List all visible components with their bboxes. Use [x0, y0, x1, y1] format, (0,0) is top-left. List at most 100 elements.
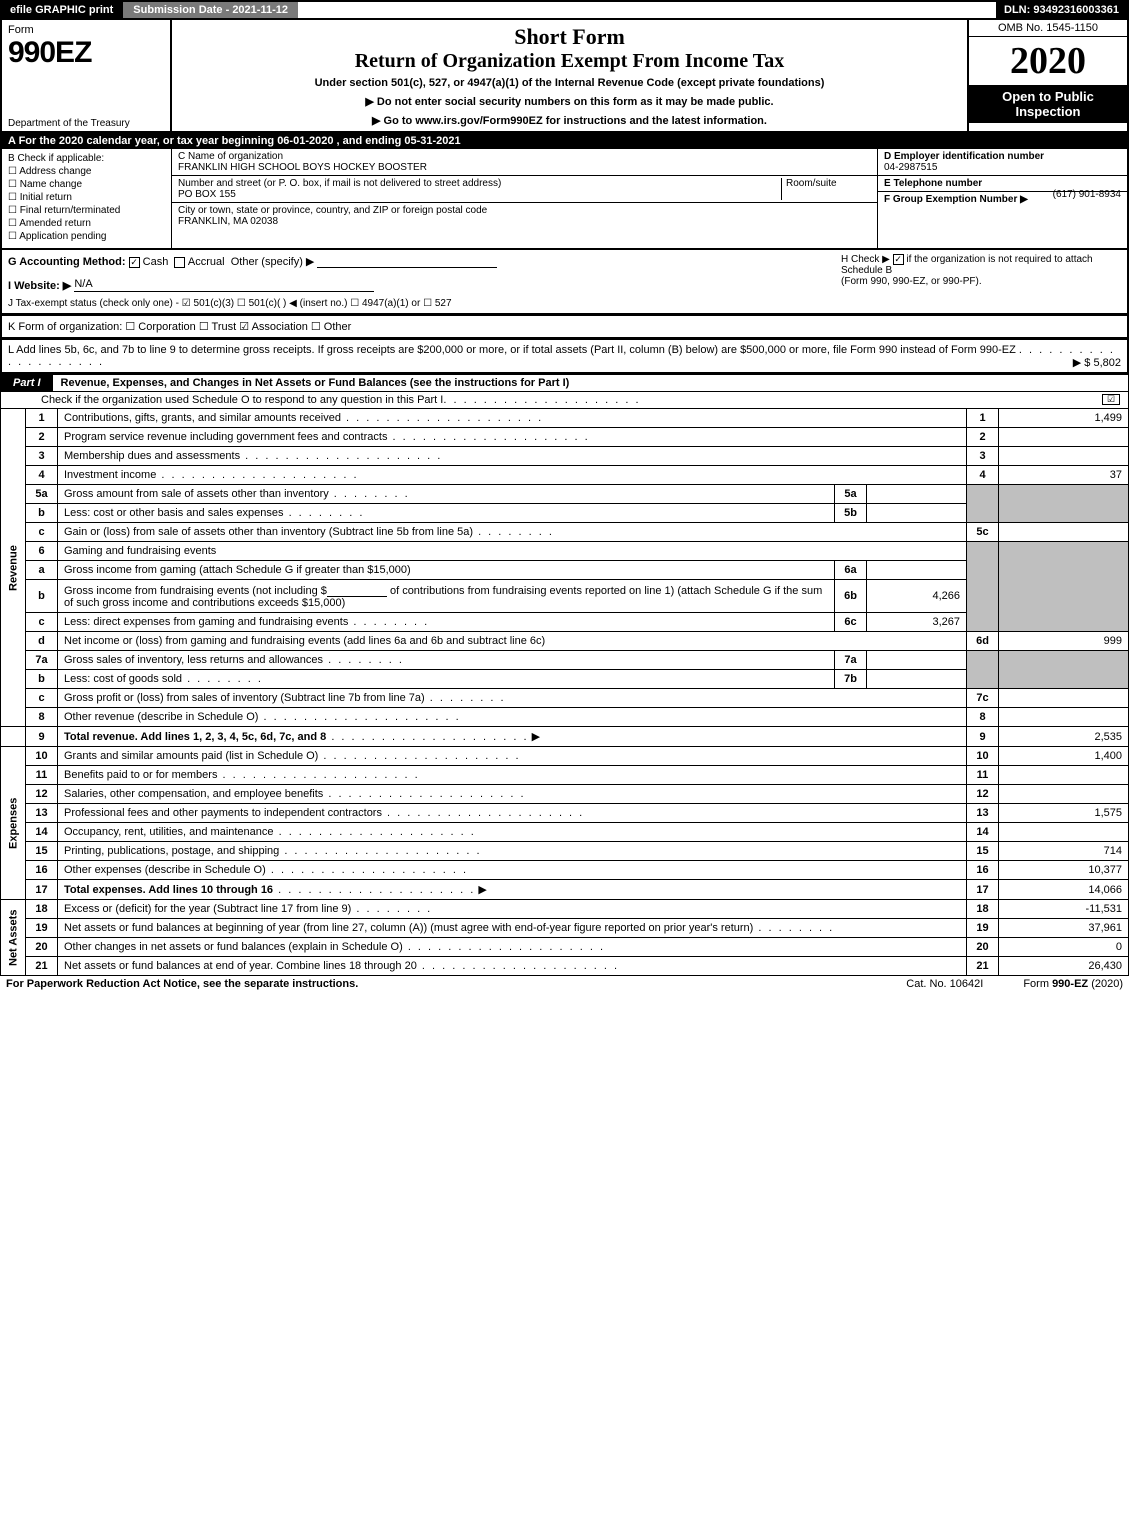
line-21-num: 21: [26, 957, 58, 976]
chk-initial-return[interactable]: ☐ Initial return: [8, 192, 165, 203]
line-16-value: 10,377: [999, 861, 1129, 880]
line-19-num: 19: [26, 919, 58, 938]
line-17-text: Total expenses. Add lines 10 through 16: [64, 884, 273, 896]
part1-table: Revenue 1 Contributions, gifts, grants, …: [0, 408, 1129, 976]
line-7b-ival: [867, 670, 967, 689]
tax-year: 2020: [969, 37, 1127, 85]
chk-accrual[interactable]: [174, 257, 185, 268]
website-value: N/A: [74, 278, 374, 292]
line-9-rnum: 9: [967, 727, 999, 747]
line-11-value: [999, 766, 1129, 785]
line-18-value: -11,531: [999, 900, 1129, 919]
line-17: 17 Total expenses. Add lines 10 through …: [1, 880, 1129, 900]
line-6a-num: a: [26, 561, 58, 580]
chk-cash[interactable]: ✓: [129, 257, 140, 268]
line-15-rnum: 15: [967, 842, 999, 861]
line-17-rnum: 17: [967, 880, 999, 900]
other-specify-label: Other (specify) ▶: [231, 256, 315, 268]
department-label: Department of the Treasury: [8, 118, 130, 129]
line-8-num: 8: [26, 708, 58, 727]
ein-value: 04-2987515: [884, 162, 937, 173]
efile-print-button[interactable]: efile GRAPHIC print: [2, 2, 121, 18]
line-7b-inum: 7b: [835, 670, 867, 689]
line-5a-text: Gross amount from sale of assets other t…: [64, 488, 329, 500]
line-8: 8 Other revenue (describe in Schedule O)…: [1, 708, 1129, 727]
shaded-cell: [999, 651, 1129, 689]
chk-final-return[interactable]: ☐ Final return/terminated: [8, 205, 165, 216]
dots: [217, 769, 419, 781]
goto-link[interactable]: ▶ Go to www.irs.gov/Form990EZ for instru…: [180, 114, 959, 127]
short-form-title: Short Form: [180, 24, 959, 50]
dots: [323, 654, 404, 666]
group-exemption-label: F Group Exemption Number ▶: [884, 194, 1028, 205]
line-8-rnum: 8: [967, 708, 999, 727]
dots: [258, 711, 460, 723]
return-title: Return of Organization Exempt From Incom…: [180, 50, 959, 73]
line-5b-inum: 5b: [835, 504, 867, 523]
line-3-rnum: 3: [967, 447, 999, 466]
box-e: E Telephone number (617) 901-8934: [878, 176, 1127, 192]
line-9: 9 Total revenue. Add lines 1, 2, 3, 4, 5…: [1, 727, 1129, 747]
chk-address-change[interactable]: ☐ Address change: [8, 166, 165, 177]
line-11-num: 11: [26, 766, 58, 785]
line-7c: c Gross profit or (loss) from sales of i…: [1, 689, 1129, 708]
line-10-num: 10: [26, 747, 58, 766]
line-6d-rnum: 6d: [967, 632, 999, 651]
dots: [341, 412, 543, 424]
line-5c-value: [999, 523, 1129, 542]
line-4-text: Investment income: [64, 469, 156, 481]
line-20-value: 0: [999, 938, 1129, 957]
cat-no: Cat. No. 10642I: [866, 978, 1023, 990]
year-box: OMB No. 1545-1150 2020 Open to Public In…: [967, 20, 1127, 131]
chk-pending[interactable]: ☐ Application pending: [8, 231, 165, 242]
other-specify-field[interactable]: [317, 254, 497, 268]
box-b-title: B Check if applicable:: [8, 153, 165, 164]
chk-schedule-o[interactable]: ☑: [1102, 394, 1120, 405]
line-14-rnum: 14: [967, 823, 999, 842]
line-18-rnum: 18: [967, 900, 999, 919]
chk-amended[interactable]: ☐ Amended return: [8, 218, 165, 229]
line-13: 13 Professional fees and other payments …: [1, 804, 1129, 823]
line-17-value: 14,066: [999, 880, 1129, 900]
dots: [323, 788, 525, 800]
expenses-side-label: Expenses: [1, 747, 26, 900]
dots: [240, 450, 442, 462]
line-6d-value: 999: [999, 632, 1129, 651]
revenue-side-label: Revenue: [1, 409, 26, 727]
dots: [382, 807, 584, 819]
line-15-num: 15: [26, 842, 58, 861]
line-5b-ival: [867, 504, 967, 523]
shaded-cell: [999, 542, 1129, 632]
dln-number: DLN: 93492316003361: [996, 2, 1127, 18]
line-10-rnum: 10: [967, 747, 999, 766]
line-20: 20 Other changes in net assets or fund b…: [1, 938, 1129, 957]
shaded-cell: [967, 651, 999, 689]
org-name-row: C Name of organization FRANKLIN HIGH SCH…: [172, 149, 877, 176]
shaded-cell: [967, 542, 999, 632]
row-h: H Check ▶ ✓ if the organization is not r…: [841, 254, 1121, 292]
line-6c-num: c: [26, 613, 58, 632]
line-6c-text: Less: direct expenses from gaming and fu…: [64, 616, 348, 628]
rows-ghijkl: G Accounting Method: ✓ Cash Accrual Othe…: [0, 250, 1129, 315]
line-21-value: 26,430: [999, 957, 1129, 976]
line-15: 15 Printing, publications, postage, and …: [1, 842, 1129, 861]
line-13-rnum: 13: [967, 804, 999, 823]
org-street-row: Number and street (or P. O. box, if mail…: [172, 176, 877, 203]
row-i: I Website: ▶ N/A: [8, 278, 841, 292]
line-16-text: Other expenses (describe in Schedule O): [64, 864, 266, 876]
line-6c-ival: 3,267: [867, 613, 967, 632]
chk-schedule-b[interactable]: ✓: [893, 254, 904, 265]
top-bar: efile GRAPHIC print Submission Date - 20…: [0, 0, 1129, 20]
chk-name-change[interactable]: ☐ Name change: [8, 179, 165, 190]
line-15-text: Printing, publications, postage, and shi…: [64, 845, 279, 857]
line-6c: c Less: direct expenses from gaming and …: [1, 613, 1129, 632]
line-19: 19 Net assets or fund balances at beginn…: [1, 919, 1129, 938]
dots: [156, 469, 358, 481]
line-2-rnum: 2: [967, 428, 999, 447]
form-header: Form 990EZ Department of the Treasury Sh…: [0, 20, 1129, 133]
line-7b-text: Less: cost of goods sold: [64, 673, 182, 685]
dots: [351, 903, 432, 915]
org-name-label: C Name of organization: [178, 151, 871, 162]
line-5c-rnum: 5c: [967, 523, 999, 542]
ssn-warning: ▶ Do not enter social security numbers o…: [180, 95, 959, 108]
